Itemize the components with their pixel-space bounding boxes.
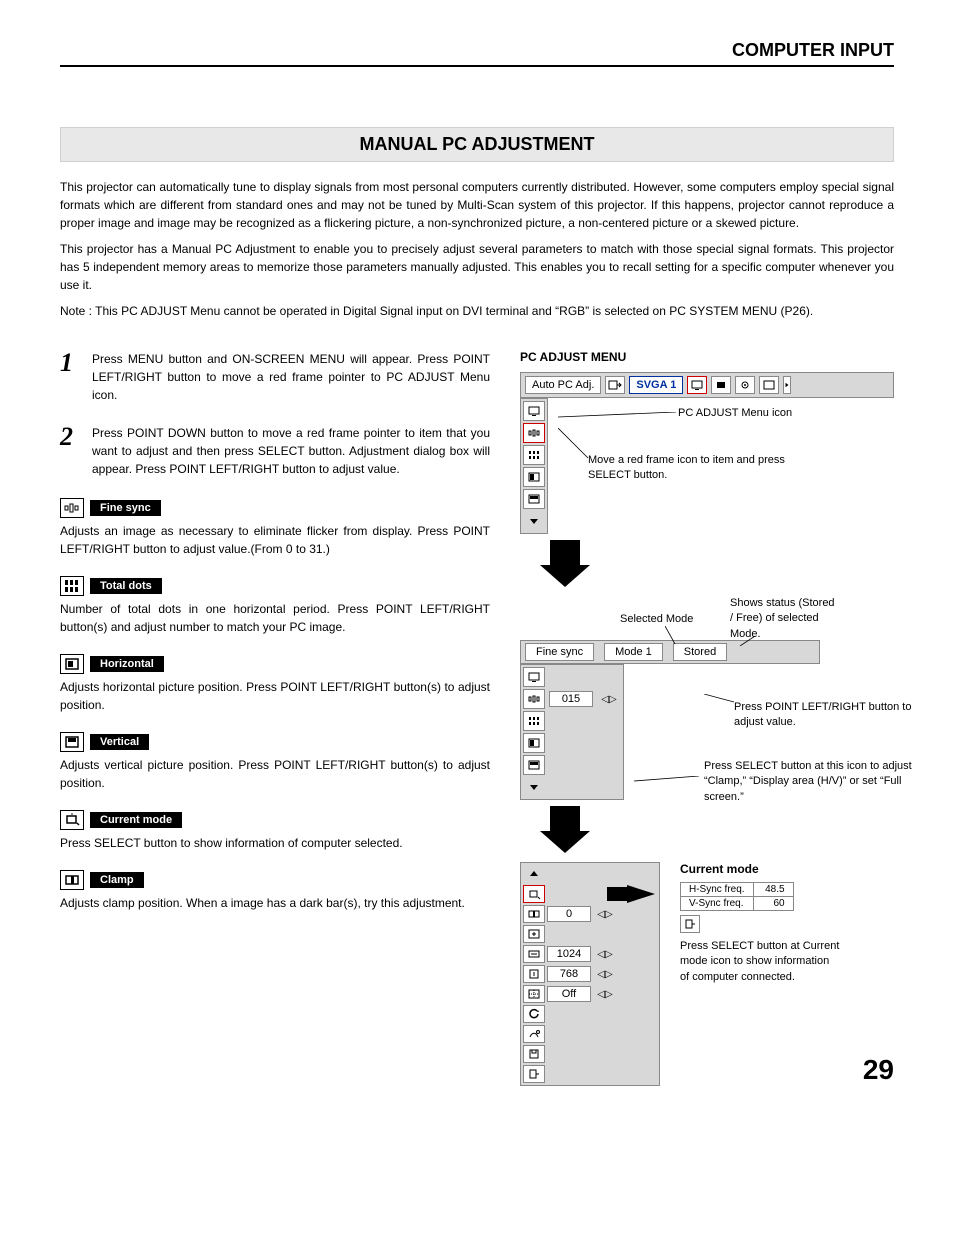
down-arrow-1 <box>530 540 894 590</box>
screen-icon <box>759 376 779 394</box>
pc-adjust-menu-icon-caption: PC ADJUST Menu icon <box>678 406 792 421</box>
icon-column-3: 0 ◁▷ 1024 ◁▷ 768 ◁▷ <box>520 862 660 1086</box>
clamp-desc: Adjusts clamp position. When a image has… <box>60 894 490 912</box>
col1-vertical-icon <box>523 489 545 509</box>
intro-paragraph-1: This projector can automatically tune to… <box>60 178 894 232</box>
current-mode-desc: Press SELECT button to show information … <box>60 834 490 852</box>
col2-auto-icon <box>523 667 545 687</box>
horizontal-label: Horizontal <box>90 656 164 672</box>
total-dots-label: Total dots <box>90 578 162 594</box>
vsync-value: 60 <box>753 897 793 911</box>
fine-sync-icon <box>60 498 84 518</box>
move-red-frame-caption: Move a red frame icon to item and press … <box>588 453 808 484</box>
lr-adjust-caption: Press POINT LEFT/RIGHT button to adjust … <box>734 700 914 731</box>
pc-adjust-icon <box>687 376 707 394</box>
clamp-lr-icon: ◁▷ <box>593 906 617 922</box>
finesync-value: 015 <box>549 691 593 707</box>
page-number: 29 <box>863 1054 894 1086</box>
fine-sync-label: Fine sync <box>90 500 161 516</box>
image-icon <box>711 376 731 394</box>
setting-icon <box>735 376 755 394</box>
col1-auto-icon <box>523 401 545 421</box>
step-number-2: 2 <box>60 424 80 478</box>
col3-store-icon <box>523 1045 545 1063</box>
current-mode-caption: Press SELECT button at Current mode icon… <box>680 939 840 985</box>
auto-pc-adj-label: Auto PC Adj. <box>525 376 601 394</box>
col2-finesync-icon <box>523 689 545 709</box>
current-mode-icon <box>60 810 84 830</box>
right-column: PC ADJUST MENU Auto PC Adj. SVGA 1 <box>520 350 894 1086</box>
vertical-label: Vertical <box>90 734 149 750</box>
section-title: MANUAL PC ADJUSTMENT <box>60 127 894 162</box>
col2-totaldots-icon <box>523 711 545 731</box>
col3-currentmode-icon <box>523 885 545 903</box>
height-value: 768 <box>547 966 591 982</box>
height-lr-icon: ◁▷ <box>593 966 617 982</box>
current-mode-table: H-Sync freq.48.5 V-Sync freq.60 <box>680 882 794 911</box>
col3-free-icon <box>523 1025 545 1043</box>
mode-bar-mode: Mode 1 <box>604 643 663 661</box>
col3-area-icon <box>523 925 545 943</box>
left-column: 1 Press MENU button and ON-SCREEN MENU w… <box>60 350 490 1086</box>
fullscreen-value: Off <box>547 986 591 1002</box>
vsync-label: V-Sync freq. <box>681 897 754 911</box>
vertical-desc: Adjusts vertical picture position. Press… <box>60 756 490 792</box>
mode-bar-finesync: Fine sync <box>525 643 594 661</box>
finesync-lr-icon: ◁▷ <box>597 691 621 707</box>
total-dots-icon <box>60 576 84 596</box>
input-icon <box>605 376 625 394</box>
step-2-text: Press POINT DOWN button to move a red fr… <box>92 424 490 478</box>
step-1-text: Press MENU button and ON-SCREEN MENU wil… <box>92 350 490 404</box>
col1-down-icon <box>523 511 545 531</box>
col3-reset-icon <box>523 1005 545 1023</box>
horizontal-desc: Adjusts horizontal picture position. Pre… <box>60 678 490 714</box>
horizontal-icon <box>60 654 84 674</box>
col1-totaldots-icon <box>523 445 545 465</box>
col3-width-icon <box>523 945 545 963</box>
pc-adjust-menu-title: PC ADJUST MENU <box>520 350 894 364</box>
select-caption: Press SELECT button at this icon to adju… <box>704 759 924 805</box>
top-menu-bar: Auto PC Adj. SVGA 1 <box>520 372 894 398</box>
icon-column-1 <box>520 398 548 534</box>
clamp-label: Clamp <box>90 872 144 888</box>
col2-vertical-icon <box>523 755 545 775</box>
more-icon <box>783 376 791 394</box>
width-lr-icon: ◁▷ <box>593 946 617 962</box>
hsync-label: H-Sync freq. <box>681 883 754 897</box>
page-header: COMPUTER INPUT <box>60 40 894 67</box>
step-number-1: 1 <box>60 350 80 404</box>
col3-quit-icon <box>523 1065 545 1083</box>
fullscreen-lr-icon: ◁▷ <box>593 986 617 1002</box>
width-value: 1024 <box>547 946 591 962</box>
vertical-icon <box>60 732 84 752</box>
col3-clamp-icon <box>523 905 545 923</box>
col3-height-icon <box>523 965 545 983</box>
col2-down-icon <box>523 777 545 797</box>
col1-horizontal-icon <box>523 467 545 487</box>
clamp-value: 0 <box>547 906 591 922</box>
cm-quit-icon <box>680 915 700 933</box>
note-paragraph: Note : This PC ADJUST Menu cannot be ope… <box>60 302 894 320</box>
icon-column-2: 015 ◁▷ <box>520 664 624 800</box>
total-dots-desc: Number of total dots in one horizontal p… <box>60 600 490 636</box>
down-arrow-2 <box>530 806 894 856</box>
col2-horizontal-icon <box>523 733 545 753</box>
current-mode-label: Current mode <box>90 812 182 828</box>
col3-up-icon <box>523 865 545 883</box>
fine-sync-desc: Adjusts an image as necessary to elimina… <box>60 522 490 558</box>
intro-paragraph-2: This projector has a Manual PC Adjustmen… <box>60 240 894 294</box>
current-mode-heading: Current mode <box>680 862 840 876</box>
col3-fullscreen-icon <box>523 985 545 1003</box>
clamp-icon <box>60 870 84 890</box>
hsync-value: 48.5 <box>753 883 793 897</box>
svga-label: SVGA 1 <box>629 376 683 394</box>
col1-finesync-icon <box>523 423 545 443</box>
